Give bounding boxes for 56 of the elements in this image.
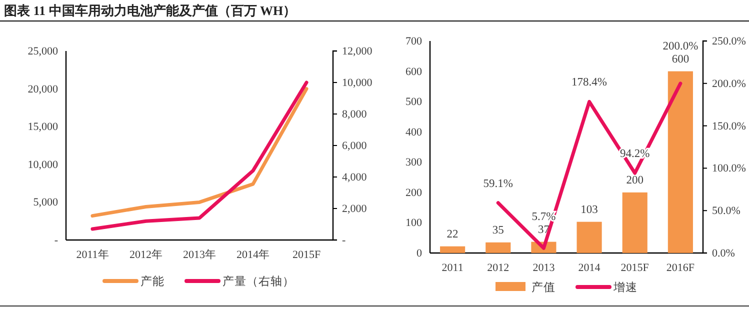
y-tick-label: 25,000	[28, 46, 58, 58]
y-tick-label: 0	[416, 248, 422, 260]
y2-tick-label: 6,000	[342, 140, 368, 152]
y2-tick-label: 50.0%	[712, 205, 740, 218]
y-tick-label: 300	[406, 156, 422, 169]
data-label: 35	[492, 224, 504, 236]
y2-tick-label: 250.0%	[712, 36, 746, 48]
data-label: 59.1%	[483, 178, 514, 190]
bar	[440, 246, 466, 253]
x-tick-label: 2013	[532, 262, 556, 274]
data-label: 600	[672, 53, 690, 66]
x-tick-label: 2014	[578, 262, 601, 274]
legend-label: 产能	[140, 274, 164, 288]
y-tick-label: 10,000	[28, 158, 58, 171]
y2-tick-label: 2,000	[342, 203, 368, 216]
y-tick-label: 200	[406, 186, 422, 199]
y-tick-label: 100	[406, 217, 422, 230]
legend-label: 增速	[612, 281, 638, 294]
y-tick-label: 5,000	[33, 196, 58, 209]
x-tick-label: 2012年	[129, 248, 162, 261]
data-label: 22	[446, 228, 459, 240]
y2-tick-label: 4,000	[342, 172, 368, 184]
x-tick-label: 2011年	[76, 248, 109, 261]
x-tick-label: 2012	[487, 262, 510, 274]
y-tick-label: 15,000	[28, 121, 58, 134]
data-label: 200	[626, 174, 644, 186]
bar	[668, 71, 693, 253]
y-tick-label: 20,000	[28, 83, 58, 96]
y-tick-label: 700	[406, 36, 422, 48]
x-tick-label: 2011	[442, 262, 464, 274]
bar	[622, 192, 648, 253]
data-label: 178.4%	[572, 76, 608, 89]
x-tick-label: 2014年	[236, 248, 270, 261]
data-label: 103	[580, 204, 598, 216]
y2-tick-label: 12,000	[342, 46, 373, 58]
y2-tick-label: -	[342, 234, 346, 247]
y2-tick-label: 10,000	[342, 77, 373, 90]
bar	[486, 242, 511, 253]
data-label: 200.0%	[662, 40, 699, 52]
y2-tick-label: 150.0%	[712, 120, 746, 132]
y2-tick-label: 100.0%	[712, 162, 746, 175]
legend-label: 产值	[532, 280, 556, 294]
chart-title: 图表 11 中国车用动力电池产能及产值（百万 WH）	[4, 3, 296, 18]
y2-tick-label: 0.0%	[712, 248, 735, 260]
x-tick-label: 2013年	[183, 248, 216, 261]
x-tick-label: 2015F	[620, 262, 649, 274]
x-tick-label: 2015F	[292, 248, 321, 261]
bar	[576, 222, 602, 253]
y-tick-label: 400	[406, 126, 422, 138]
y-tick-label: -	[54, 234, 58, 247]
y2-tick-label: 200.0%	[712, 78, 746, 90]
x-tick-label: 2016F	[666, 262, 694, 274]
legend-label: 产量（右轴）	[222, 274, 294, 288]
y-tick-label: 500	[406, 96, 422, 108]
y2-tick-label: 8,000	[342, 108, 368, 121]
y-tick-label: 600	[406, 66, 422, 78]
